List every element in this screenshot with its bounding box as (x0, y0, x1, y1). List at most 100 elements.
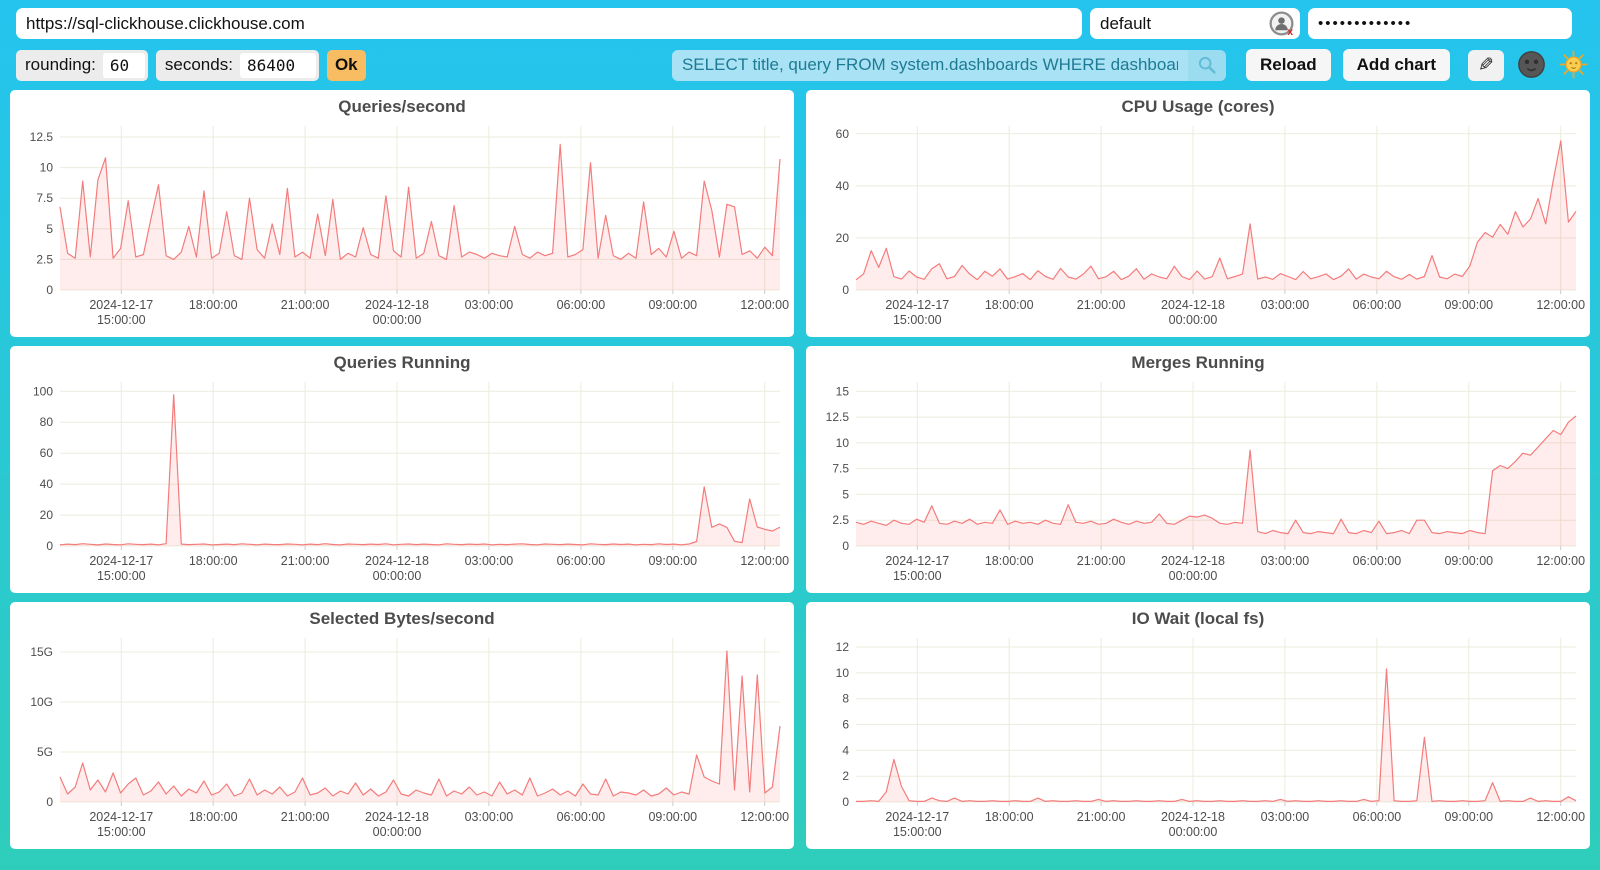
chart-title: Queries/second (338, 97, 466, 116)
svg-text:06:00:00: 06:00:00 (557, 810, 606, 824)
moon-icon (1517, 51, 1545, 78)
svg-text:2024-12-18: 2024-12-18 (365, 554, 429, 568)
svg-text:2024-12-18: 2024-12-18 (1161, 554, 1225, 568)
edit-button[interactable]: ✎ (1468, 49, 1504, 81)
svg-text:18:00:00: 18:00:00 (985, 554, 1034, 568)
rounding-input[interactable] (102, 52, 145, 78)
svg-text:21:00:00: 21:00:00 (281, 554, 330, 568)
password-input[interactable] (1308, 8, 1572, 39)
svg-text:21:00:00: 21:00:00 (1077, 554, 1126, 568)
chart-canvas-queries-running[interactable]: 2024-12-17 15:00:00 18:00:00 21:00:00 2024-1… (10, 374, 794, 586)
svg-text:40: 40 (40, 477, 54, 491)
svg-text:100: 100 (33, 384, 53, 398)
user-input[interactable] (1090, 8, 1300, 39)
dark-theme-toggle[interactable] (1516, 50, 1546, 80)
svg-text:7.5: 7.5 (36, 191, 53, 205)
svg-text:2024-12-17: 2024-12-17 (89, 298, 153, 312)
svg-text:06:00:00: 06:00:00 (557, 298, 606, 312)
svg-text:12: 12 (836, 640, 850, 654)
svg-text:12.5: 12.5 (30, 130, 54, 144)
svg-text:18:00:00: 18:00:00 (189, 554, 238, 568)
password-manager-icon[interactable]: x (1269, 11, 1294, 36)
seconds-input[interactable] (239, 52, 316, 78)
server-url-input[interactable] (16, 8, 1082, 39)
search-icon (1198, 56, 1216, 74)
svg-text:60: 60 (836, 127, 850, 141)
svg-text:09:00:00: 09:00:00 (648, 298, 697, 312)
chart-canvas-queries-per-second[interactable]: 2024-12-17 15:00:00 18:00:00 21:00:00 2024-1… (10, 118, 794, 330)
svg-text:4: 4 (842, 743, 849, 757)
svg-text:10: 10 (40, 161, 54, 175)
svg-text:20: 20 (836, 231, 850, 245)
chart-title: Merges Running (1131, 353, 1265, 372)
svg-text:03:00:00: 03:00:00 (1261, 298, 1310, 312)
svg-text:12:00:00: 12:00:00 (740, 810, 789, 824)
svg-text:2024-12-17: 2024-12-17 (885, 810, 949, 824)
svg-text:09:00:00: 09:00:00 (1444, 554, 1493, 568)
svg-text:60: 60 (40, 446, 54, 460)
svg-text:21:00:00: 21:00:00 (1077, 810, 1126, 824)
chart-canvas-merges-running[interactable]: 2024-12-17 15:00:00 18:00:00 21:00:00 2024-1… (806, 374, 1590, 586)
reload-button[interactable]: Reload (1245, 49, 1331, 81)
chart-panel-io-wait: IO Wait (local fs) 2024-12-17 15:00:00 18:… (806, 602, 1590, 849)
svg-text:8: 8 (842, 692, 849, 706)
chart-canvas-selected-bytes-per-second[interactable]: 2024-12-17 15:00:00 18:00:00 21:00:00 2024-1… (10, 630, 794, 842)
seconds-param: seconds: (155, 49, 319, 81)
svg-text:18:00:00: 18:00:00 (985, 810, 1034, 824)
svg-text:15:00:00: 15:00:00 (893, 825, 942, 839)
svg-text:15: 15 (836, 384, 850, 398)
light-theme-toggle[interactable] (1558, 50, 1588, 80)
svg-text:2024-12-17: 2024-12-17 (885, 298, 949, 312)
svg-text:15:00:00: 15:00:00 (893, 569, 942, 583)
connection-bar: x (0, 0, 1600, 39)
svg-text:0: 0 (46, 795, 53, 809)
svg-text:06:00:00: 06:00:00 (1353, 298, 1402, 312)
svg-text:2.5: 2.5 (832, 513, 849, 527)
svg-text:6: 6 (842, 718, 849, 732)
svg-text:5: 5 (46, 222, 53, 236)
svg-text:03:00:00: 03:00:00 (465, 554, 514, 568)
add-chart-button[interactable]: Add chart (1342, 49, 1450, 81)
svg-text:09:00:00: 09:00:00 (1444, 810, 1493, 824)
svg-text:00:00:00: 00:00:00 (1169, 569, 1218, 583)
svg-text:09:00:00: 09:00:00 (648, 554, 697, 568)
sun-icon (1558, 50, 1588, 79)
svg-text:0: 0 (842, 795, 849, 809)
svg-text:2024-12-17: 2024-12-17 (89, 554, 153, 568)
svg-text:2024-12-18: 2024-12-18 (1161, 810, 1225, 824)
svg-text:00:00:00: 00:00:00 (373, 825, 422, 839)
svg-text:5G: 5G (37, 745, 53, 759)
svg-text:00:00:00: 00:00:00 (373, 569, 422, 583)
svg-text:15G: 15G (30, 645, 53, 659)
run-query-button[interactable] (1187, 49, 1226, 81)
svg-text:40: 40 (836, 179, 850, 193)
chart-panel-queries-per-second: Queries/second 2024-12-17 15:00:00 18:00:0… (10, 90, 794, 337)
svg-text:18:00:00: 18:00:00 (189, 298, 238, 312)
svg-text:2.5: 2.5 (36, 252, 53, 266)
dashboard-query-wrap (671, 49, 1226, 81)
svg-text:03:00:00: 03:00:00 (1261, 810, 1310, 824)
svg-text:0: 0 (842, 539, 849, 553)
svg-text:20: 20 (40, 508, 54, 522)
svg-text:15:00:00: 15:00:00 (97, 313, 146, 327)
svg-text:03:00:00: 03:00:00 (465, 298, 514, 312)
chart-canvas-cpu-usage[interactable]: 2024-12-17 15:00:00 18:00:00 21:00:00 2024-1… (806, 118, 1590, 330)
rounding-label: rounding: (25, 55, 96, 74)
svg-text:03:00:00: 03:00:00 (465, 810, 514, 824)
ok-button[interactable]: Ok (326, 49, 366, 81)
svg-text:2024-12-18: 2024-12-18 (365, 810, 429, 824)
chart-title: CPU Usage (cores) (1121, 97, 1275, 116)
svg-text:15:00:00: 15:00:00 (97, 825, 146, 839)
svg-text:12.5: 12.5 (826, 410, 850, 424)
user-field-wrap: x (1090, 8, 1300, 39)
svg-text:2024-12-17: 2024-12-17 (89, 810, 153, 824)
svg-text:06:00:00: 06:00:00 (1353, 810, 1402, 824)
svg-text:2024-12-18: 2024-12-18 (365, 298, 429, 312)
svg-text:12:00:00: 12:00:00 (740, 298, 789, 312)
chart-title: Selected Bytes/second (309, 609, 495, 628)
chart-canvas-io-wait[interactable]: 2024-12-17 15:00:00 18:00:00 21:00:00 2024-1… (806, 630, 1590, 842)
dashboard-query-input[interactable] (671, 49, 1188, 81)
svg-text:5: 5 (842, 487, 849, 501)
svg-text:2024-12-17: 2024-12-17 (885, 554, 949, 568)
svg-text:09:00:00: 09:00:00 (648, 810, 697, 824)
